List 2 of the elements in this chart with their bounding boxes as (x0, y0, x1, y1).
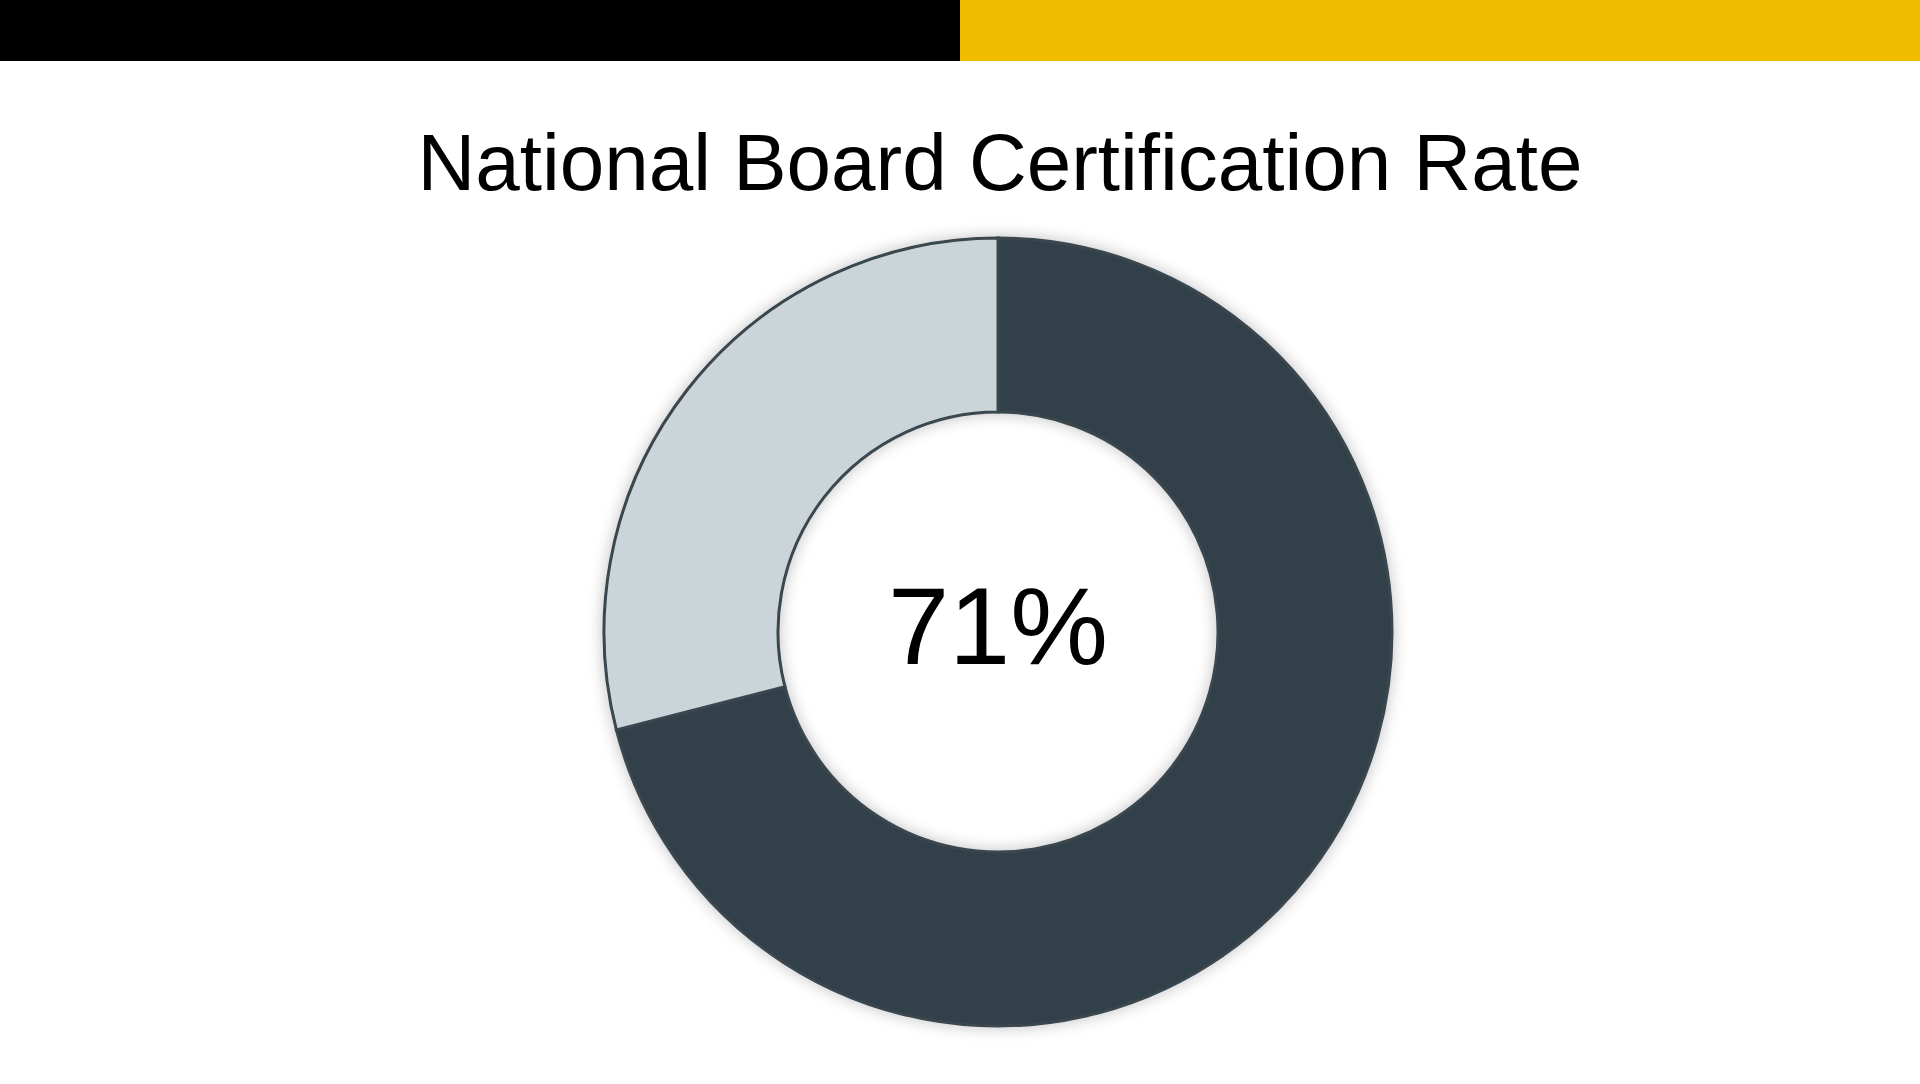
chart-title: National Board Certification Rate (417, 118, 1583, 207)
data-label: 71% (887, 564, 1109, 687)
